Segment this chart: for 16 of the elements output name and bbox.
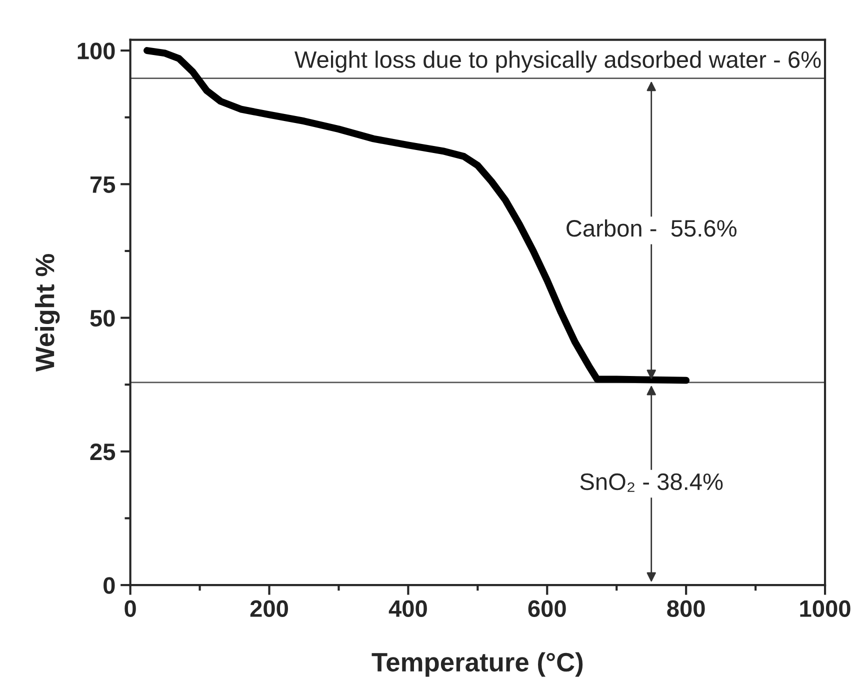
y-axis-title: Weight % <box>34 254 60 372</box>
y-tick-label: 0 <box>104 577 115 594</box>
y-tick-label: 25 <box>90 444 116 460</box>
y-tick-label: 100 <box>78 42 115 60</box>
y-tick-label: 75 <box>90 176 116 193</box>
x-axis-title: Temperature (°C) <box>372 652 583 677</box>
x-tick-label: 1000 <box>800 600 850 617</box>
x-tick-label: 400 <box>388 600 427 617</box>
x-tick-label: 600 <box>528 600 566 617</box>
x-tick-label: 0 <box>124 600 136 617</box>
x-tick-label: 200 <box>250 600 288 617</box>
annotation: Carbon - 55.6% <box>566 219 736 237</box>
y-tick-label: 50 <box>90 310 115 327</box>
annotation: Weight loss due to physically adsorbed water - 6% <box>294 50 821 73</box>
annotation: SnO₂ - 38.4% <box>580 473 723 492</box>
x-tick-label: 800 <box>667 600 705 617</box>
